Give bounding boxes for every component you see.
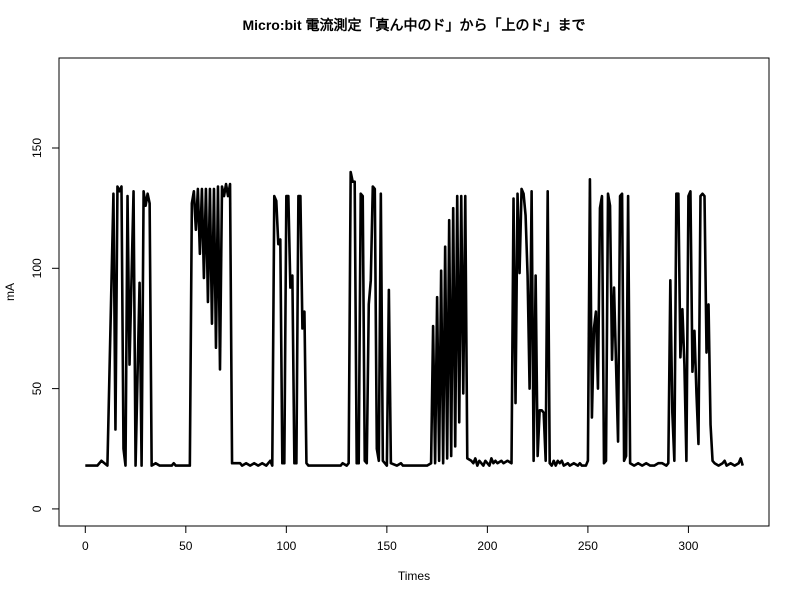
x-tick-label: 300 — [678, 539, 698, 553]
x-tick-label: 200 — [477, 539, 497, 553]
chart-title: Micro:bit 電流測定「真ん中のド」から「上のド」まで — [243, 17, 586, 33]
data-line — [85, 170, 744, 467]
plot-frame — [58, 57, 770, 527]
x-tick-label: 50 — [179, 539, 193, 553]
y-tick-label: 150 — [30, 138, 44, 158]
y-tick-label: 0 — [30, 505, 44, 512]
y-axis-label: mA — [3, 283, 17, 301]
x-tick-label: 250 — [578, 539, 598, 553]
x-tick-label: 100 — [276, 539, 296, 553]
x-axis-label: Times — [398, 569, 430, 583]
y-tick-label: 50 — [30, 382, 44, 396]
x-tick-label: 0 — [82, 539, 89, 553]
y-tick-label: 100 — [30, 258, 44, 278]
x-tick-label: 150 — [377, 539, 397, 553]
